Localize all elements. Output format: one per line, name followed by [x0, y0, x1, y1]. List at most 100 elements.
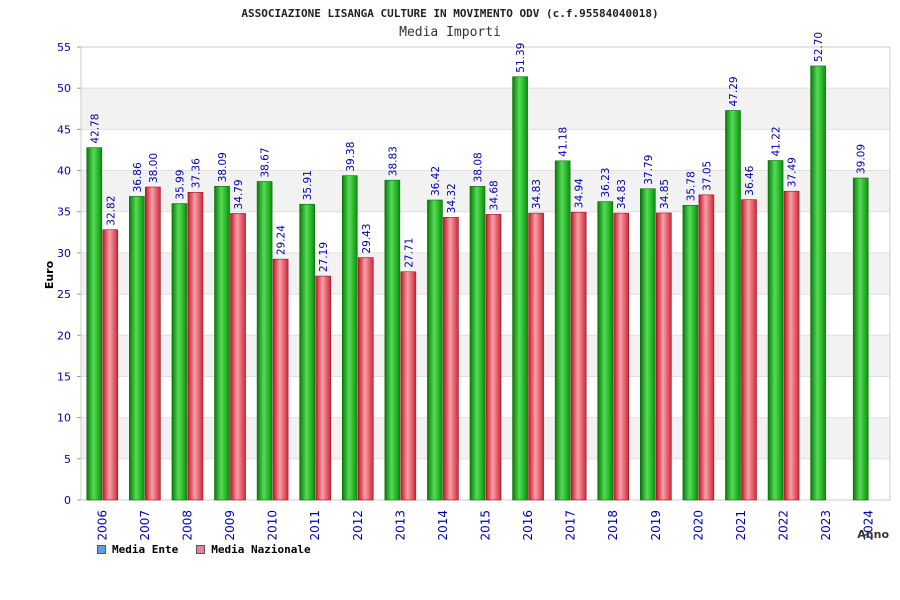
chart-title: ASSOCIAZIONE LISANGA CULTURE IN MOVIMENT…: [241, 7, 659, 20]
data-label: 35.78: [685, 171, 697, 201]
y-tick-label: 0: [64, 494, 71, 507]
x-tick-label: 2016: [521, 510, 535, 541]
data-label: 38.09: [217, 152, 229, 182]
bar-nazionale: [783, 190, 800, 501]
data-label: 38.67: [260, 147, 272, 177]
bar-nazionale: [443, 217, 459, 501]
y-tick-label: 25: [57, 288, 71, 301]
data-label: 34.94: [574, 178, 586, 208]
data-label: 52.70: [813, 32, 825, 62]
legend-swatch-ente: [97, 545, 106, 554]
y-tick-label: 50: [57, 82, 71, 95]
y-tick-label: 30: [57, 247, 71, 260]
bar-ente: [341, 175, 358, 501]
data-label: 39.09: [856, 144, 868, 174]
legend-item-ente: Media Ente: [97, 543, 178, 556]
bar-ente: [554, 160, 571, 501]
data-label: 51.39: [515, 43, 527, 73]
bar-ente: [512, 76, 528, 501]
bar-nazionale: [656, 212, 672, 501]
bar-nazionale: [570, 211, 587, 501]
bar-nazionale: [315, 275, 331, 501]
data-label: 34.83: [531, 179, 543, 209]
x-tick-label: 2007: [138, 510, 152, 541]
bar-nazionale: [230, 213, 246, 501]
data-label: 34.68: [489, 180, 501, 210]
data-label: 38.00: [148, 153, 160, 183]
bar-ente: [214, 185, 230, 501]
y-tick-label: 20: [57, 329, 71, 342]
legend: Media Ente Media Nazionale: [97, 543, 329, 556]
data-label: 34.85: [659, 179, 671, 209]
x-axis-label: Anno: [857, 528, 889, 541]
x-tick-label: 2018: [606, 510, 620, 541]
data-label: 37.79: [643, 155, 655, 185]
data-label: 36.46: [744, 165, 756, 195]
bar-nazionale: [400, 271, 417, 501]
x-tick-label: 2020: [691, 510, 705, 541]
x-tick-label: 2024: [862, 510, 876, 541]
data-label: 36.86: [132, 162, 144, 192]
data-label: 41.22: [771, 126, 783, 156]
y-tick-label: 55: [57, 41, 71, 54]
x-tick-label: 2023: [819, 510, 833, 541]
bar-ente: [256, 181, 273, 501]
bar-nazionale: [145, 186, 161, 501]
plot-band: [81, 88, 890, 130]
x-tick-label: 2010: [266, 510, 280, 541]
bar-nazionale: [613, 212, 630, 501]
data-label: 36.42: [430, 166, 442, 196]
bar-nazionale: [357, 257, 374, 501]
x-tick-label: 2008: [180, 510, 194, 541]
x-tick-label: 2011: [308, 510, 322, 541]
bar-nazionale: [741, 199, 757, 501]
bar-ente: [767, 160, 784, 501]
bar-nazionale: [485, 214, 502, 501]
data-label: 34.32: [446, 183, 458, 213]
y-axis-label: Euro: [43, 260, 56, 289]
y-tick-label: 40: [57, 165, 71, 178]
data-label: 27.19: [318, 242, 330, 272]
y-tick-label: 35: [57, 206, 71, 219]
data-label: 39.38: [345, 142, 357, 172]
y-tick-label: 15: [57, 370, 71, 383]
data-label: 37.36: [190, 158, 202, 188]
bar-nazionale: [272, 258, 289, 501]
data-label: 35.91: [302, 170, 314, 200]
data-label: 38.08: [473, 152, 485, 182]
bar-nazionale: [528, 212, 544, 501]
data-label: 41.18: [558, 127, 570, 157]
bar-ente: [852, 177, 869, 501]
bar-ente: [427, 199, 443, 501]
x-tick-label: 2021: [734, 510, 748, 541]
y-tick-label: 5: [64, 453, 71, 466]
bar-ente: [299, 203, 315, 501]
data-label: 42.78: [89, 114, 101, 144]
x-tick-label: 2013: [393, 510, 407, 541]
data-label: 29.24: [276, 225, 288, 255]
x-tick-label: 2006: [95, 510, 109, 541]
data-label: 37.05: [701, 161, 713, 191]
plot-band: [81, 47, 890, 89]
x-tick-label: 2014: [436, 510, 450, 541]
bar-ente: [597, 201, 614, 501]
data-label: 34.79: [233, 179, 245, 209]
legend-item-nazionale: Media Nazionale: [196, 543, 311, 556]
bar-ente: [86, 147, 103, 501]
bar-nazionale: [187, 191, 204, 501]
data-label: 34.83: [616, 179, 628, 209]
data-label: 32.82: [105, 196, 117, 226]
x-tick-label: 2012: [351, 510, 365, 541]
bar-nazionale: [698, 194, 715, 501]
plot-frame: [80, 46, 891, 501]
data-label: 47.29: [728, 76, 740, 106]
bar-ente: [469, 186, 486, 501]
chart-subtitle: Media Importi: [399, 25, 501, 40]
x-tick-label: 2017: [564, 510, 578, 541]
bar-ente: [682, 205, 699, 501]
legend-swatch-nazionale: [196, 545, 206, 554]
data-label: 35.99: [174, 170, 186, 200]
x-tick-label: 2019: [649, 510, 663, 541]
